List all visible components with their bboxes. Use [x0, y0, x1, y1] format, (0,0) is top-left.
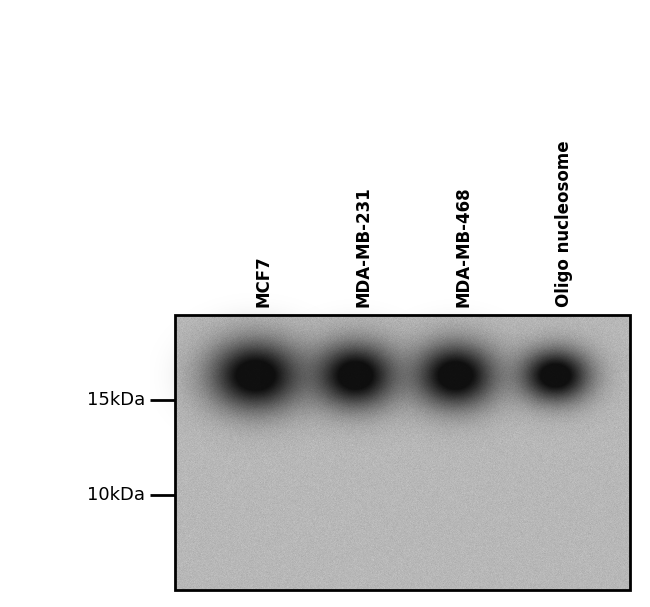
- Text: MDA-MB-468: MDA-MB-468: [455, 186, 473, 307]
- Text: MCF7: MCF7: [255, 256, 273, 307]
- Text: Oligo nucleosome: Oligo nucleosome: [555, 140, 573, 307]
- Text: MDA-MB-231: MDA-MB-231: [355, 186, 373, 307]
- Text: 10kDa: 10kDa: [87, 486, 145, 504]
- Bar: [175, 315, 630, 590]
- Text: 15kDa: 15kDa: [86, 391, 145, 409]
